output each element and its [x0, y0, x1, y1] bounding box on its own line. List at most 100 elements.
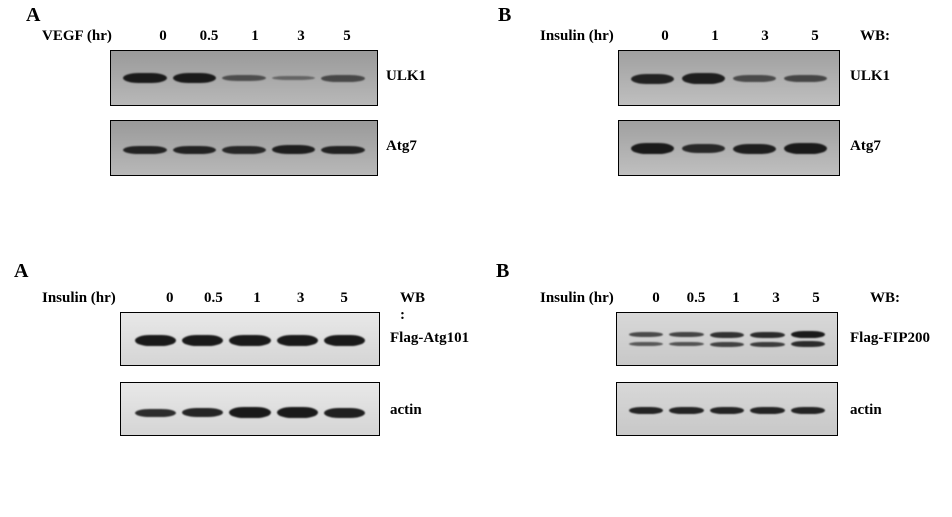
band: [791, 407, 825, 414]
wb-label: WB:: [860, 28, 890, 45]
timepoint-label: 3: [279, 290, 323, 307]
timepoint-label: 0.5: [186, 28, 232, 45]
timepoint-label: 3: [740, 28, 790, 45]
timepoint-label: 5: [796, 290, 836, 307]
protein-label-atg7: Atg7: [386, 138, 417, 155]
blot-actin: [616, 382, 838, 436]
band: [631, 74, 674, 84]
band: [222, 75, 266, 81]
band: [629, 342, 663, 346]
band: [272, 145, 316, 154]
timepoint-label: 1: [716, 290, 756, 307]
treatment-label: VEGF (hr): [42, 28, 112, 45]
band: [750, 332, 784, 338]
timepoint-label: 1: [235, 290, 279, 307]
band: [277, 407, 318, 418]
band: [182, 408, 223, 417]
panel-letter: A: [26, 4, 40, 27]
band: [710, 342, 744, 347]
band: [784, 143, 827, 154]
timepoint-label: 1: [232, 28, 278, 45]
timepoint-label: 0: [640, 28, 690, 45]
band: [629, 407, 663, 414]
timepoint-label: 0.5: [192, 290, 236, 307]
blot-flag-atg101: [120, 312, 380, 366]
panel-letter: A: [14, 260, 28, 283]
protein-label-flag-fip200: Flag-FIP200: [850, 330, 930, 347]
wb-label: WB :: [400, 290, 425, 324]
timepoint-label: 5: [790, 28, 840, 45]
timepoint-label: 1: [690, 28, 740, 45]
protein-label-ulk1: ULK1: [386, 68, 426, 85]
wb-label: WB:: [870, 290, 900, 307]
band: [669, 342, 703, 346]
timepoint-label: 3: [756, 290, 796, 307]
band: [750, 407, 784, 414]
timepoint-label: 0: [148, 290, 192, 307]
band: [629, 332, 663, 337]
band: [222, 146, 266, 154]
band: [710, 332, 744, 338]
band: [321, 75, 365, 82]
timepoints-row: 00.5135: [148, 290, 366, 307]
band: [631, 143, 674, 154]
band: [682, 144, 725, 153]
band: [123, 146, 167, 154]
band-row: [617, 341, 837, 347]
band: [750, 342, 784, 347]
band-row: [111, 73, 377, 83]
protein-label-ulk1: ULK1: [850, 68, 890, 85]
timepoints-row: 00.5135: [140, 28, 370, 45]
band: [173, 73, 217, 83]
band: [784, 75, 827, 82]
treatment-label: Insulin (hr): [540, 28, 614, 45]
band-row: [111, 145, 377, 154]
blot-ulk1: [618, 50, 840, 106]
blot-ulk1: [110, 50, 378, 106]
timepoint-label: 3: [278, 28, 324, 45]
band: [272, 76, 316, 80]
band: [277, 335, 318, 346]
timepoints-row: 0135: [640, 28, 840, 45]
band: [135, 335, 176, 346]
blot-actin: [120, 382, 380, 436]
band: [229, 407, 270, 418]
protein-label-flag-atg101: Flag-Atg101: [390, 330, 469, 347]
blot-atg7: [618, 120, 840, 176]
timepoint-label: 0.5: [676, 290, 716, 307]
band-row: [619, 73, 839, 84]
band: [669, 407, 703, 414]
band: [710, 407, 744, 414]
protein-label-actin: actin: [850, 402, 882, 419]
band: [791, 341, 825, 347]
band-row: [619, 143, 839, 154]
band: [791, 331, 825, 338]
band: [321, 146, 365, 154]
blot-flag-fip200: [616, 312, 838, 366]
blot-atg7: [110, 120, 378, 176]
band: [135, 409, 176, 417]
band-row: [617, 407, 837, 414]
treatment-label: Insulin (hr): [540, 290, 614, 307]
timepoint-label: 5: [322, 290, 366, 307]
band: [682, 73, 725, 84]
treatment-label: Insulin (hr): [42, 290, 116, 307]
band: [123, 73, 167, 83]
timepoint-label: 5: [324, 28, 370, 45]
timepoint-label: 0: [140, 28, 186, 45]
panel-letter: B: [498, 4, 511, 27]
band: [733, 144, 776, 154]
band: [733, 75, 776, 82]
band: [669, 332, 703, 337]
band: [182, 335, 223, 346]
band: [324, 408, 365, 418]
band: [324, 335, 365, 346]
panel-letter: B: [496, 260, 509, 283]
band-row: [121, 335, 379, 346]
timepoint-label: 0: [636, 290, 676, 307]
protein-label-actin: actin: [390, 402, 422, 419]
band-row: [617, 331, 837, 338]
band: [229, 335, 270, 346]
band: [173, 146, 217, 154]
timepoints-row: 00.5135: [636, 290, 836, 307]
